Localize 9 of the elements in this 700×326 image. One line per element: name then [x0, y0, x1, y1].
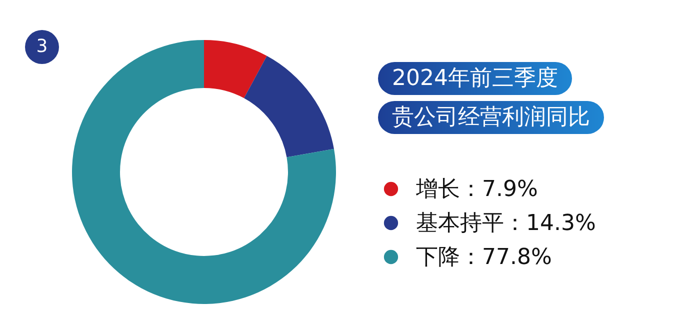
- legend-label: 下降：77.8%: [416, 245, 552, 270]
- legend-label: 增长：7.9%: [415, 177, 538, 202]
- donut-slice: [204, 40, 267, 98]
- text: 3: [25, 30, 59, 64]
- legend-label: 基本持平：14.3%: [416, 211, 596, 236]
- donut-slice: [72, 40, 336, 304]
- text: 2024年前三季度: [378, 62, 572, 95]
- text: 贵公司经营利润同比: [378, 101, 604, 134]
- donut-slice: [244, 56, 334, 158]
